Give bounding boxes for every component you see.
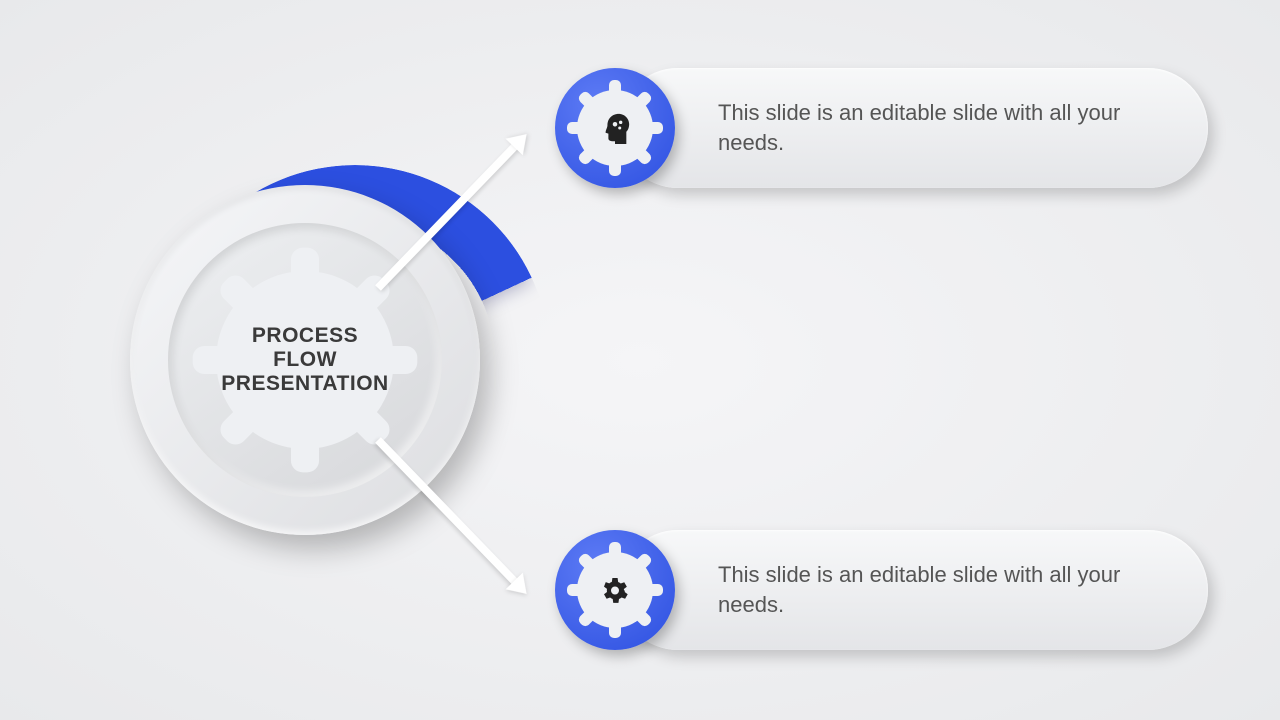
branch-2-pill: This slide is an editable slide with all…	[618, 530, 1208, 650]
branch-2-text: This slide is an editable slide with all…	[718, 560, 1168, 619]
branch-1-pill: This slide is an editable slide with all…	[618, 68, 1208, 188]
head-gears-icon	[555, 68, 675, 188]
branch-1-node	[555, 68, 675, 188]
branch-2-node	[555, 530, 675, 650]
branch-1-text: This slide is an editable slide with all…	[718, 98, 1168, 157]
gear-icon	[555, 530, 675, 650]
